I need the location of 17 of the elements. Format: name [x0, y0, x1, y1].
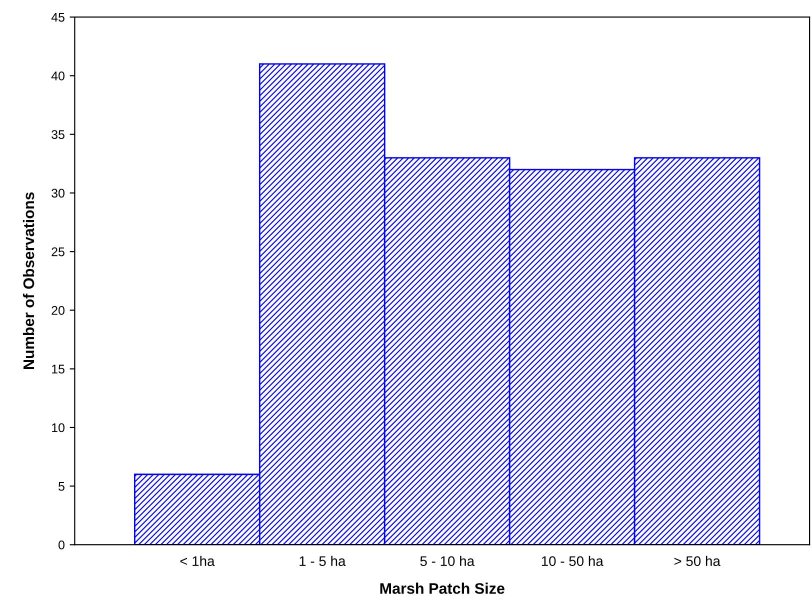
y-tick-label: 30	[52, 188, 64, 198]
y-tick-label: 25	[52, 247, 64, 256]
x-tick-label: < 1ha	[180, 556, 215, 566]
x-tick-label: 10 - 50 ha	[542, 556, 604, 566]
y-tick-label: 20	[52, 306, 64, 315]
y-tick-label: 35	[52, 130, 64, 139]
x-axis-title: Marsh Patch Size	[380, 582, 504, 594]
x-tick-label: > 50 ha	[674, 556, 720, 566]
y-tick-label: 45	[51, 13, 64, 22]
x-tick-label: 1 - 5 ha	[300, 556, 346, 566]
y-tick-label: 15	[52, 364, 64, 374]
y-tick-label: 40	[51, 72, 64, 80]
y-tick-label: 10	[52, 423, 64, 432]
x-tick-label: 5 - 10 ha	[420, 556, 475, 566]
y-axis-title: Number of Observations	[22, 192, 34, 370]
y-tick-label: 5	[58, 482, 64, 491]
y-tick-label: 0	[58, 540, 64, 550]
